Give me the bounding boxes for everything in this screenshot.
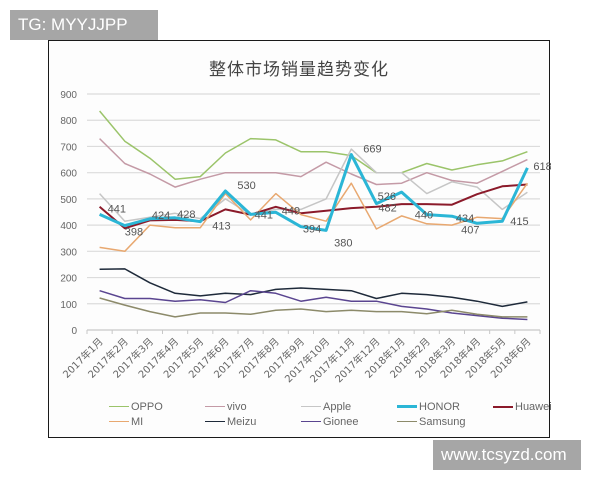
watermark-bottom: www.tcsyzd.com	[433, 440, 581, 470]
chart-legend: OPPO vivo Apple HONOR Huawei MI Meizu Gionee Sam…	[109, 399, 589, 429]
series-line-samsung	[99, 297, 528, 318]
legend-swatch-icon	[397, 421, 417, 422]
y-tick-label: 200	[60, 274, 77, 285]
y-tick-label: 800	[60, 116, 77, 127]
data-label: 407	[461, 224, 479, 236]
data-label: 526	[378, 191, 396, 203]
y-tick-label: 0	[71, 326, 77, 337]
legend-label: MI	[131, 415, 144, 428]
data-label: 669	[363, 144, 381, 156]
legend-swatch-icon	[109, 406, 129, 407]
y-tick-label: 600	[60, 169, 77, 180]
data-label: 482	[378, 203, 396, 215]
y-tick-label: 500	[60, 195, 77, 206]
data-label: 440	[415, 210, 433, 222]
legend-item-gionee: Gionee	[301, 416, 397, 428]
legend-label: Apple	[323, 400, 352, 413]
y-tick-label: 900	[60, 90, 77, 101]
chart-frame: 整体市场销量趋势变化 0 100 200 300 400 500 600 700 800 900 2…	[48, 40, 552, 438]
series-line-mi	[99, 182, 529, 253]
series-line-vivo	[99, 138, 528, 188]
legend-swatch-icon	[397, 405, 417, 408]
legend-swatch-icon	[205, 406, 225, 407]
data-label: 441	[108, 203, 126, 215]
legend-item-honor: HONOR	[397, 401, 493, 413]
legend-item-huawei: Huawei	[493, 401, 589, 413]
series-line-apple	[99, 148, 528, 222]
watermark-top: TG: MYYJJPP	[10, 10, 158, 40]
data-label: 434	[456, 213, 474, 225]
series-line-meizu	[99, 268, 528, 308]
legend-swatch-icon	[493, 405, 513, 408]
series-line-gionee	[99, 289, 528, 321]
data-label: 394	[303, 224, 321, 236]
legend-label: Gionee	[323, 415, 359, 428]
legend-item-apple: Apple	[301, 401, 397, 413]
y-tick-label: 700	[60, 142, 77, 153]
legend-label: Huawei	[515, 400, 552, 413]
series-line-honor	[98, 153, 529, 232]
legend-row: MI Meizu Gionee Samsung	[109, 414, 589, 429]
legend-label: vivo	[227, 400, 247, 413]
legend-item-mi: MI	[109, 416, 205, 428]
data-label: 398	[125, 227, 143, 239]
legend-swatch-icon	[301, 406, 321, 407]
series-line-oppo	[99, 110, 528, 180]
y-tick-label: 100	[60, 300, 77, 311]
legend-swatch-icon	[205, 421, 225, 422]
legend-item-meizu: Meizu	[205, 416, 301, 428]
data-label: 380	[334, 237, 352, 249]
legend-label: Meizu	[227, 415, 257, 428]
series-line-huawei	[98, 183, 528, 230]
legend-label: HONOR	[419, 400, 460, 413]
data-label: 415	[510, 216, 528, 228]
legend-item-oppo: OPPO	[109, 401, 205, 413]
legend-row: OPPO vivo Apple HONOR Huawei	[109, 399, 589, 414]
legend-swatch-icon	[301, 421, 321, 422]
legend-label: OPPO	[131, 400, 163, 413]
data-label: 449	[282, 205, 300, 217]
data-label: 530	[237, 180, 255, 192]
data-label: 413	[212, 221, 230, 233]
y-tick-label: 300	[60, 247, 77, 258]
data-label: 428	[177, 209, 195, 221]
legend-label: Samsung	[419, 415, 466, 428]
legend-item-vivo: vivo	[205, 401, 301, 413]
chart-title: 整体市场销量趋势变化	[209, 60, 389, 80]
data-label: 441	[255, 209, 273, 221]
line-chart-plot: 01002003004005006007008009002017年1月2017年…	[60, 90, 551, 385]
legend-swatch-icon	[109, 421, 129, 422]
data-label: 618	[533, 161, 551, 173]
data-label: 424	[152, 210, 170, 222]
y-tick-label: 400	[60, 221, 77, 232]
legend-item-samsung: Samsung	[397, 416, 493, 428]
